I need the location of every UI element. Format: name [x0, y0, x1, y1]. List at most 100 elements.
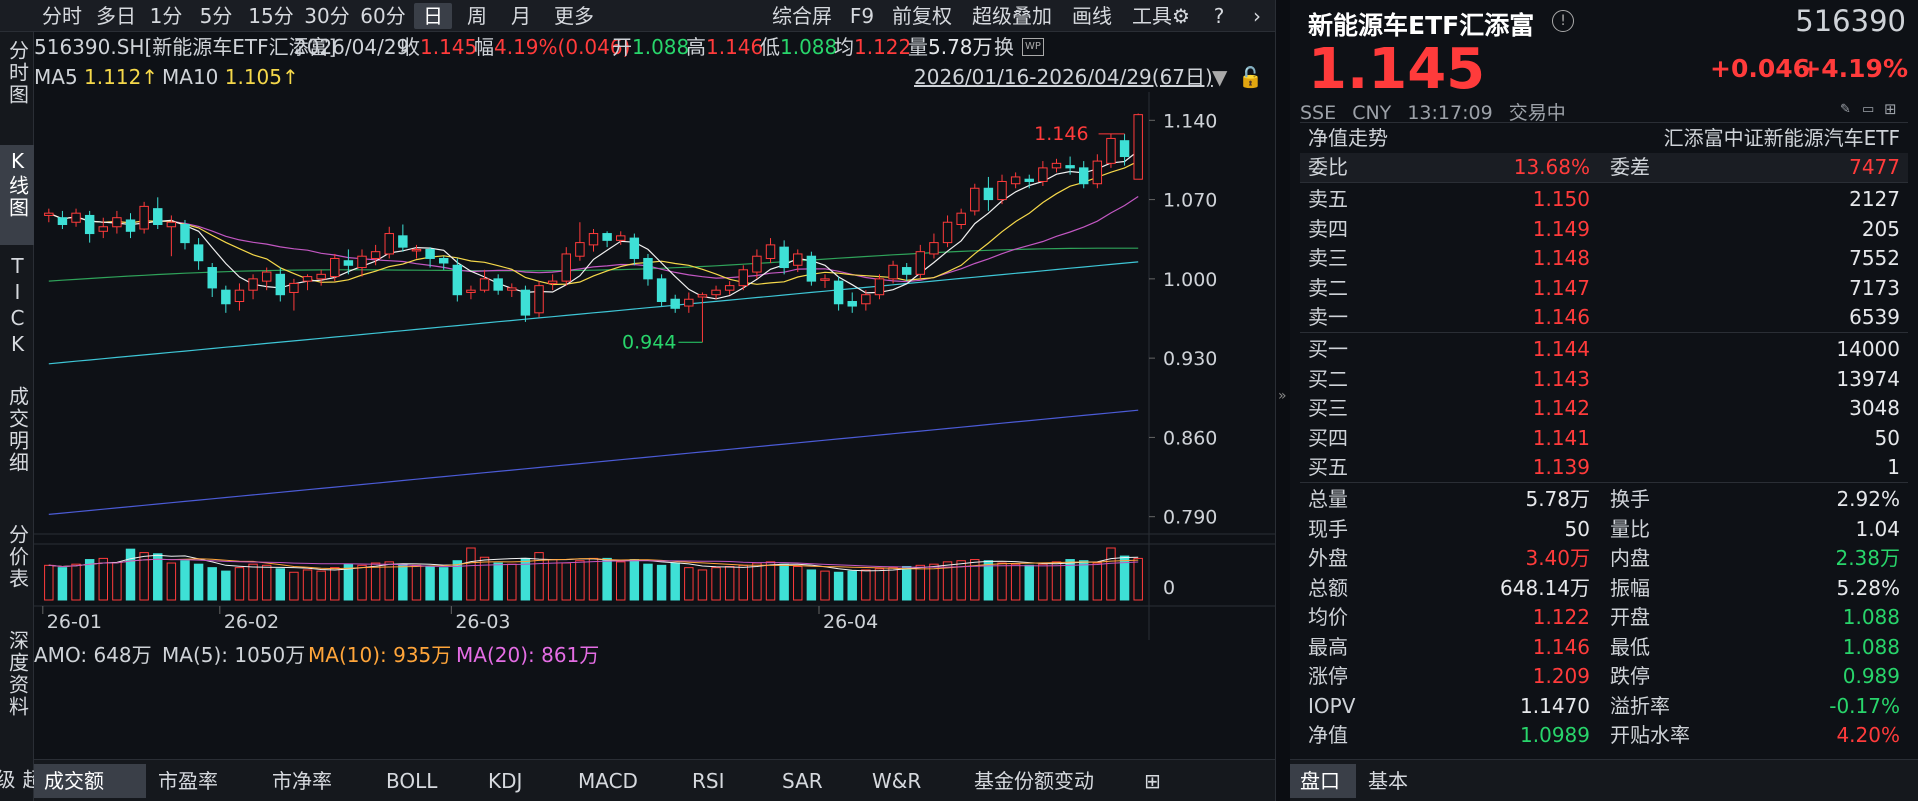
indicator-tab-0[interactable]: 成交额 [34, 764, 146, 798]
candle-body [956, 212, 966, 225]
indicator-tabs: 成交额 市盈率 市净率 BOLL KDJ MACD RSI SAR W&R 基金份额变动 ⊞ [34, 759, 1275, 801]
indicator-tab-8[interactable]: W&R [872, 769, 922, 793]
window-icon[interactable]: ▭ [1862, 102, 1875, 117]
period-tab-5[interactable]: 30分 [304, 4, 350, 28]
ask-level-row[interactable]: 卖三 1.148 7552 [1300, 244, 1908, 273]
candle-body [44, 212, 54, 216]
panel-divider[interactable]: » [1275, 0, 1290, 801]
ask-level-row[interactable]: 卖五 1.150 2127 [1300, 185, 1908, 214]
volume-bar [833, 571, 844, 601]
bid-level-row[interactable]: 买二 1.143 13974 [1300, 365, 1908, 394]
candle [1079, 161, 1089, 189]
wp-icon[interactable]: WP [1022, 38, 1044, 56]
indicator-tab-6[interactable]: RSI [692, 769, 725, 793]
candle [1024, 174, 1034, 189]
date-range-selector[interactable]: 2026/01/16-2026/04/29(67日) [914, 65, 1213, 89]
toolbar-action-3[interactable]: 超级叠加 [972, 4, 1052, 28]
volume-bar [207, 567, 217, 601]
toolbar-action-5[interactable]: 工具 [1132, 4, 1172, 28]
side-tab-label: TICK [5, 254, 30, 358]
period-tab-6[interactable]: 60分 [360, 4, 406, 28]
candle-body [602, 233, 612, 241]
ask-level-row[interactable]: 卖一 1.146 6539 [1300, 303, 1908, 332]
kline-chart[interactable]: 1.140 1.070 1.000 0.930 0.860 0.790 1.146 0.944… [34, 92, 1275, 641]
quote-tab-0[interactable]: 盘口 [1290, 764, 1356, 798]
period-tab-1[interactable]: 多日 [96, 4, 136, 28]
edit-icon[interactable]: ✎ [1840, 102, 1851, 117]
candle-body [493, 278, 503, 291]
candle [765, 238, 776, 264]
candle [520, 285, 531, 322]
toolbar-action-4[interactable]: 画线 [1072, 4, 1112, 28]
side-tab-6[interactable]: 超级 [0, 754, 43, 801]
indicator-tab-2[interactable]: 市净率 [272, 769, 332, 793]
candle [248, 274, 258, 300]
candle-body [861, 294, 871, 305]
candle-body [221, 289, 231, 305]
candle [997, 174, 1007, 205]
side-tab-3[interactable]: 成交明细 [0, 382, 34, 512]
toolbar-action-0[interactable]: 综合屏 [772, 4, 832, 28]
candle [956, 208, 966, 230]
period-tab-4[interactable]: 15分 [248, 4, 294, 28]
help-icon[interactable]: ? [1213, 4, 1225, 28]
bid-level-row[interactable]: 买一 1.144 14000 [1300, 335, 1908, 364]
add-icon[interactable]: ⊞ [1884, 100, 1897, 118]
stat-value: 1.122 [1532, 605, 1590, 629]
period-tab-10[interactable]: 更多 [554, 4, 594, 28]
period-tab-0[interactable]: 分时 [42, 4, 82, 28]
period-tab-8[interactable]: 周 [467, 4, 487, 28]
level-price: 1.147 [1532, 275, 1590, 300]
quote-tab-1[interactable]: 基本 [1368, 769, 1408, 793]
side-tab-0[interactable]: 分时图 [0, 36, 34, 136]
bid-level-row[interactable]: 买四 1.141 50 [1300, 424, 1908, 453]
toolbar-action-2[interactable]: 前复权 [892, 4, 952, 28]
indicator-tab-3[interactable]: BOLL [386, 769, 438, 793]
candle-body [547, 280, 558, 284]
stat-value: 648.14万 [1500, 575, 1590, 600]
volume-bar [153, 553, 163, 601]
indicator-tab-7[interactable]: SAR [782, 769, 823, 793]
volume-bar [847, 570, 857, 601]
period-tab-7[interactable]: 日 [414, 3, 452, 29]
weicha-value: 7477 [1849, 155, 1900, 179]
quote-panel: 新能源车ETF汇添富 ! 516390 1.145 +0.046 +4.19% … [1290, 0, 1918, 801]
open-label: 开 [612, 35, 632, 59]
indicator-tab-9[interactable]: 基金份额变动 [974, 769, 1094, 793]
volume-bar [125, 548, 136, 601]
gear-icon[interactable]: ⚙ [1172, 4, 1190, 28]
period-tab-2[interactable]: 1分 [149, 4, 183, 28]
side-tab-2[interactable]: TICK [0, 250, 34, 375]
amo-ma20-label: MA(20): [456, 643, 535, 667]
indicator-tab-1[interactable]: 市盈率 [158, 769, 218, 793]
period-tab-9[interactable]: 月 [511, 4, 531, 28]
lock-icon[interactable]: 🔓 [1238, 65, 1263, 89]
chevron-down-icon[interactable]: ▼ [1212, 65, 1228, 89]
ask-level-row[interactable]: 卖四 1.149 205 [1300, 215, 1908, 244]
candle-body [125, 219, 136, 232]
stat-value: 3.40万 [1525, 546, 1590, 570]
bid-level-row[interactable]: 买三 1.142 3048 [1300, 394, 1908, 423]
stat-label: 最高 [1308, 634, 1348, 659]
side-tab-5[interactable]: 深度资料 [0, 626, 34, 746]
indicator-tab-4[interactable]: KDJ [488, 769, 523, 793]
stat-value: 1.088 [1842, 634, 1900, 659]
period-tab-3[interactable]: 5分 [199, 4, 233, 28]
candle [193, 238, 204, 270]
volume-bar [874, 568, 885, 601]
volume-bar [643, 563, 653, 601]
stats-row: 总量 5.78万 换手 2.92% [1300, 485, 1908, 514]
side-tab-4[interactable]: 分价表 [0, 520, 34, 620]
nav-trend-label[interactable]: 净值走势 [1308, 126, 1388, 150]
info-icon[interactable]: ! [1552, 10, 1574, 32]
indicator-tab-5[interactable]: MACD [578, 769, 638, 793]
side-tab-1[interactable]: K线图 [0, 145, 34, 245]
toolbar-action-1[interactable]: F9 [849, 4, 875, 28]
bid-level-row[interactable]: 买五 1.139 1 [1300, 453, 1908, 482]
chevron-right-icon[interactable]: › [1253, 4, 1261, 28]
ask-level-row[interactable]: 卖二 1.147 7173 [1300, 274, 1908, 303]
nav-trend-row[interactable]: 净值走势 汇添富中证新能源汽车ETF [1300, 124, 1908, 153]
collapse-icon[interactable]: » [1278, 388, 1287, 404]
add-indicator-icon[interactable]: ⊞ [1144, 769, 1161, 793]
candle [411, 244, 422, 259]
